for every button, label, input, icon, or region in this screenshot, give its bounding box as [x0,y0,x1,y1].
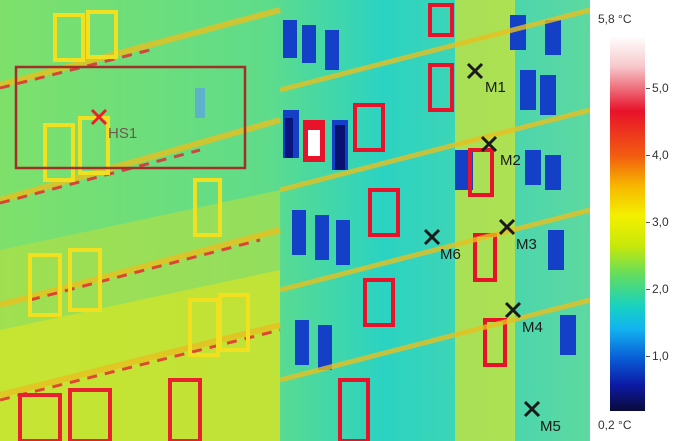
scale-tick [646,356,650,357]
marker-label-m3: M3 [516,236,537,253]
scale-tick-label: 2,0 [652,282,669,296]
temperature-scale: 5,8 °C 5,0 4,0 3,0 2,0 1,0 0,2 °C [590,0,688,441]
scale-tick-label: 4,0 [652,148,669,162]
scale-tick-label: 1,0 [652,349,669,363]
marker-label-m2: M2 [500,152,521,169]
scale-tick [646,289,650,290]
scale-tick-label: 5,0 [652,81,669,95]
hotspot-label: HS1 [108,125,138,142]
scale-tick-label: 3,0 [652,215,669,229]
measurement-markers [423,62,541,418]
color-bar [610,36,645,411]
marker-label-m4: M4 [522,319,543,336]
scale-tick [646,222,650,223]
marker-label-m5: M5 [540,418,561,435]
scale-tick [646,88,650,89]
marker-label-m6: M6 [440,246,461,263]
marker-label-m1: M1 [485,79,506,96]
scale-tick [646,155,650,156]
hotspot-marker [90,108,108,126]
scale-max-label: 5,8 °C [598,12,632,26]
scale-min-label: 0,2 °C [598,418,632,432]
thermal-image: M1 M2 M3 M4 M5 M6 HS1 [0,0,590,441]
